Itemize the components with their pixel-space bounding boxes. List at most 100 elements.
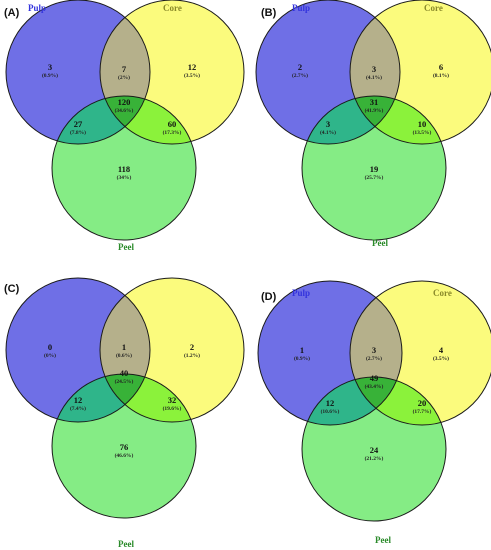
region-count: 10 [418, 119, 427, 129]
region-count: 2 [298, 62, 302, 72]
region-pulp-only: 0(0%) [44, 342, 56, 359]
peel-set-outline [51, 95, 197, 241]
region-count: 4 [439, 345, 444, 355]
pulp-set-label: Pulp [28, 3, 46, 13]
pulp-set-outline [5, 277, 151, 423]
core-set-outline [99, 277, 245, 423]
panel-label: (B) [261, 7, 277, 19]
region-count: 76 [120, 442, 129, 452]
region-pulp-only: 1(0.9%) [294, 345, 310, 362]
region-percent: (0%) [44, 352, 56, 359]
core-set-outline [349, 0, 491, 145]
region-count: 19 [370, 164, 379, 174]
region-percent: (3.5%) [433, 355, 449, 362]
region-all: 40(24.5%) [115, 368, 134, 385]
region-count: 12 [74, 395, 83, 405]
region-percent: (2.7%) [366, 355, 382, 362]
region-percent: (0.9%) [42, 72, 58, 79]
region-count: 3 [372, 345, 376, 355]
region-count: 40 [120, 368, 129, 378]
region-count: 3 [372, 64, 376, 74]
peel-set-outline [51, 373, 197, 519]
panel-label: (C) [4, 283, 20, 295]
region-core-only: 6(8.1%) [433, 62, 449, 79]
region-count: 24 [370, 445, 379, 455]
region-all: 31(41.9%) [365, 97, 384, 114]
region-count: 31 [370, 97, 379, 107]
region-all: 120(34.6%) [115, 97, 134, 114]
region-percent: (25.7%) [365, 174, 384, 181]
core-peel-overlap [100, 96, 196, 144]
region-percent: (34%) [117, 174, 132, 181]
pulp-set-outline [257, 280, 403, 426]
region-percent: (0.6%) [116, 352, 132, 359]
region-pulp-peel: 12(10.6%) [321, 398, 340, 415]
region-percent: (7.8%) [70, 129, 86, 136]
region-core-peel: 20(17.7%) [413, 398, 432, 415]
peel-set-outline [301, 376, 447, 522]
pulp-set-label: Pulp [292, 288, 310, 298]
region-count: 27 [74, 119, 83, 129]
region-peel-only: 19(25.7%) [365, 164, 384, 181]
peel-set-label: Peel [118, 242, 134, 252]
region-percent: (4.1%) [320, 129, 336, 136]
peel-set-label: Peel [118, 539, 134, 549]
region-core-only: 12(3.5%) [184, 62, 200, 79]
region-percent: (2.7%) [292, 72, 308, 79]
region-percent: (7.4%) [70, 405, 86, 412]
pulp-peel-overlap [302, 377, 402, 425]
region-percent: (2%) [118, 74, 130, 81]
region-core-only: 4(3.5%) [433, 345, 449, 362]
panel-label: (D) [261, 291, 277, 303]
region-pulp-only: 2(2.7%) [292, 62, 308, 79]
core-set-outline [99, 0, 245, 145]
region-percent: (34.6%) [115, 107, 134, 114]
region-pulp-core: 3(2.7%) [366, 345, 382, 362]
region-percent: (1.2%) [184, 352, 200, 359]
region-pulp-only: 3(0.9%) [42, 62, 58, 79]
venn-panel-d: (D) Pulp CorePeel1(0.9%)4(3.5%)24(21.2%)3(… [257, 280, 491, 545]
pulp-set-outline [5, 0, 151, 145]
venn-panel-b: (B) Pulp CorePeel2(2.7%)6(8.1%)19(25.7%)3(… [255, 0, 491, 248]
pulp-peel-overlap [52, 96, 150, 144]
region-count: 6 [439, 62, 443, 72]
region-percent: (0.9%) [294, 355, 310, 362]
region-pulp-core: 1(0.6%) [116, 342, 132, 359]
region-count: 20 [418, 398, 427, 408]
region-percent: (8.1%) [433, 72, 449, 79]
venn-panel-c: (C)Peel0(0%)2(1.2%)76(46.6%)1(0.6%)12(7.… [4, 277, 245, 549]
core-peel-overlap [350, 377, 446, 425]
region-core-only: 2(1.2%) [184, 342, 200, 359]
region-percent: (24.5%) [115, 378, 134, 385]
region-percent: (46.6%) [115, 452, 134, 459]
region-count: 60 [168, 119, 177, 129]
region-count: 1 [122, 342, 126, 352]
region-percent: (3.5%) [184, 72, 200, 79]
region-core-peel: 32(19.6%) [163, 395, 182, 412]
region-percent: (19.6%) [163, 405, 182, 412]
pulp-set-outline [255, 0, 401, 145]
region-pulp-peel: 3(4.1%) [320, 119, 336, 136]
pulp-peel-overlap [52, 374, 150, 422]
region-pulp-peel: 27(7.8%) [70, 119, 86, 136]
region-count: 2 [190, 342, 194, 352]
region-percent: (17.7%) [413, 408, 432, 415]
region-percent: (4.1%) [366, 74, 382, 81]
region-count: 32 [168, 395, 177, 405]
region-peel-only: 76(46.6%) [115, 442, 134, 459]
region-pulp-peel: 12(7.4%) [70, 395, 86, 412]
region-peel-only: 24(21.2%) [365, 445, 384, 462]
peel-set-label: Peel [375, 535, 391, 545]
region-count: 118 [118, 164, 130, 174]
region-count: 12 [326, 398, 335, 408]
region-percent: (13.5%) [413, 129, 432, 136]
region-percent: (10.6%) [321, 408, 340, 415]
core-set-label: Core [433, 288, 452, 298]
venn-panel-a: (A) Pulp CorePeel3(0.9%)12(3.5%)118(34%)7(… [4, 0, 245, 252]
pulp-peel-overlap [302, 96, 400, 144]
core-set-outline [349, 280, 491, 426]
region-percent: (43.4%) [365, 383, 384, 390]
region-all: 49(43.4%) [365, 373, 384, 390]
region-count: 0 [48, 342, 52, 352]
